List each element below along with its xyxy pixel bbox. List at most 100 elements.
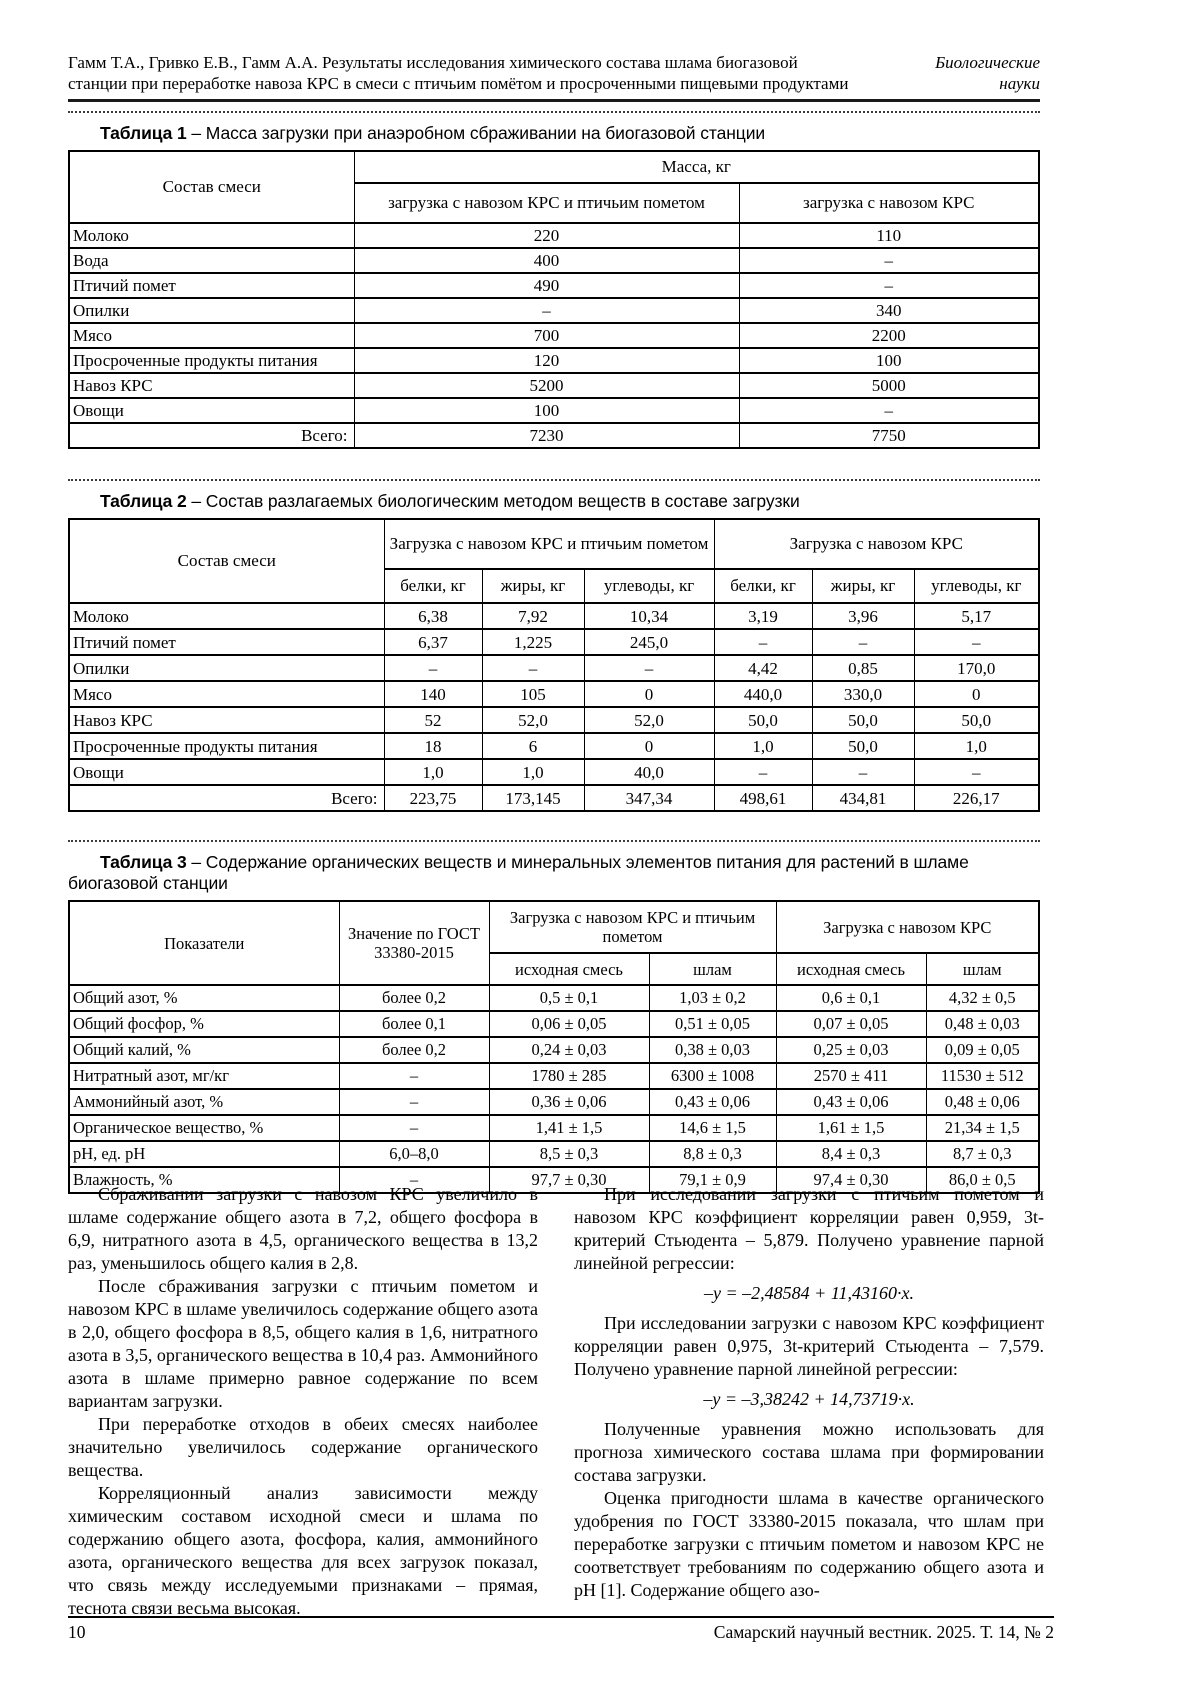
table2-subheader-4: белки, кг bbox=[713, 568, 813, 604]
table1-header: Состав смеси Масса, кг загрузка с навозо… bbox=[68, 150, 1040, 224]
table1-col-header: Состав смеси bbox=[68, 150, 355, 224]
table-cell: 340 bbox=[738, 297, 1040, 324]
table3: Показатели Значение по ГОСТ 33380-2015 З… bbox=[68, 900, 1041, 1194]
table-cell: 0,43 ± 0,06 bbox=[648, 1088, 777, 1116]
table-cell: более 0,2 bbox=[338, 984, 490, 1012]
table-cell: 50,0 bbox=[713, 706, 813, 734]
table-cell: более 0,2 bbox=[338, 1036, 490, 1064]
table-cell: 1,41 ± 1,5 bbox=[488, 1114, 650, 1142]
table3-caption-text: – Содержание органических веществ и мине… bbox=[186, 852, 969, 872]
table-cell: 0,36 ± 0,06 bbox=[488, 1088, 650, 1116]
table-row: Навоз КРС 52 52,0 52,0 50,0 50,0 50,0 bbox=[68, 706, 1040, 734]
table-cell: Общий азот, % bbox=[68, 984, 340, 1012]
table-row: Опилки –340 bbox=[68, 297, 1040, 324]
table-row: Органическое вещество, % –1,41 ± 1,5 14,6 … bbox=[68, 1114, 1040, 1142]
table-cell: 2570 ± 411 bbox=[775, 1062, 927, 1090]
table-cell: Общий калий, % bbox=[68, 1036, 340, 1064]
table-row: Показатели Значение по ГОСТ 33380-2015 З… bbox=[68, 900, 1040, 986]
table-cell: Просроченные продукты питания bbox=[68, 732, 385, 760]
table2-header: Состав смеси Загрузка с навозом КРС и пт… bbox=[68, 518, 1040, 604]
table-row: Аммонийный азот, % –0,36 ± 0,06 0,43 ± 0,0… bbox=[68, 1088, 1040, 1116]
table3-body: Общий азот, % более 0,2 0,5 ± 0,1 1,03 ± 0,… bbox=[68, 984, 1040, 1194]
table3-caption: Таблица 3 – Содержание органических веще… bbox=[68, 852, 1040, 894]
table-cell: 0,38 ± 0,03 bbox=[648, 1036, 777, 1064]
table2: Состав смеси Загрузка с навозом КРС и пт… bbox=[68, 518, 1041, 812]
table-cell: 52,0 bbox=[481, 706, 585, 734]
table2-caption-text: – Состав разлагаемых биологическим метод… bbox=[186, 491, 800, 511]
table-cell: – bbox=[738, 397, 1040, 424]
table-row: Овощи 100– bbox=[68, 397, 1040, 424]
table-cell: 7,92 bbox=[481, 602, 585, 630]
table-cell: 50,0 bbox=[811, 732, 915, 760]
table1-caption: Таблица 1 – Масса загрузки при анаэробно… bbox=[68, 123, 1040, 144]
table-row: Опилки – – –4,42 0,85 170,0 bbox=[68, 654, 1040, 682]
table-cell: Опилки bbox=[68, 297, 355, 324]
paragraph: Корреляционный анализ зависимости между … bbox=[68, 1483, 538, 1618]
table-row: Общий калий, % более 0,2 0,24 ± 0,03 0,38 ±… bbox=[68, 1036, 1040, 1064]
table-cell: Птичий помет bbox=[68, 628, 385, 656]
table-cell: Влажность, % bbox=[68, 1166, 340, 1194]
running-header: Гамм Т.А., Гривко Е.В., Гамм А.А. Резуль… bbox=[68, 52, 1040, 102]
table-cell: – bbox=[738, 247, 1040, 274]
table2-subheader-2: жиры, кг bbox=[481, 568, 585, 604]
table-cell: 173,145 bbox=[481, 784, 585, 812]
table-cell: 6,37 bbox=[383, 628, 483, 656]
running-header-section: Биологические науки bbox=[935, 52, 1040, 94]
table-cell: 4,42 bbox=[713, 654, 813, 682]
table-cell: 8,7 ± 0,3 bbox=[925, 1140, 1040, 1168]
table-row: Влажность, % –97,7 ± 0,30 79,1 ± 0,9 97,4 ±… bbox=[68, 1166, 1040, 1194]
table-cell: Молоко bbox=[68, 602, 385, 630]
table-cell: 0,85 bbox=[811, 654, 915, 682]
table-cell: 8,5 ± 0,3 bbox=[488, 1140, 650, 1168]
table-cell: Овощи bbox=[68, 758, 385, 786]
table-cell: – bbox=[913, 628, 1040, 656]
table-cell: 434,81 bbox=[811, 784, 915, 812]
table-row: Птичий помет 490– bbox=[68, 272, 1040, 299]
table-cell: 0 bbox=[583, 680, 715, 708]
page-footer: 10 Самарский научный вестник. 2025. Т. 1… bbox=[68, 1616, 1054, 1643]
table-cell: 5000 bbox=[738, 372, 1040, 399]
table-cell: 86,0 ± 0,5 bbox=[925, 1166, 1040, 1194]
regression-equation-1: –y = –2,48584 + 11,43160·x. bbox=[704, 1283, 914, 1303]
table-cell: – bbox=[383, 654, 483, 682]
table2-subheader-3: углеводы, кг bbox=[583, 568, 715, 604]
table3-subheader-2: шлам bbox=[648, 952, 777, 986]
table-row: Нитратный азот, мг/кг –1780 ± 285 6300 ± 1… bbox=[68, 1062, 1040, 1090]
table-cell: – bbox=[338, 1166, 490, 1194]
table-cell: Овощи bbox=[68, 397, 355, 424]
table-cell: – bbox=[811, 628, 915, 656]
paragraph: После сбраживания загрузки с птичьим пом… bbox=[68, 1276, 538, 1411]
table-row: Молоко 6,38 7,92 10,34 3,19 3,96 5,17 bbox=[68, 602, 1040, 630]
paragraph: Сбраживании загрузки с навозом КРС увели… bbox=[68, 1184, 538, 1273]
table-cell: 170,0 bbox=[913, 654, 1040, 682]
table-cell: 50,0 bbox=[913, 706, 1040, 734]
table-cell: 14,6 ± 1,5 bbox=[648, 1114, 777, 1142]
article-body: Сбраживании загрузки с навозом КРС увели… bbox=[68, 1183, 1044, 1620]
table-cell: – bbox=[338, 1114, 490, 1142]
table3-subheader-4: шлам bbox=[925, 952, 1040, 986]
table-cell: 6,0–8,0 bbox=[338, 1140, 490, 1168]
table-cell: 0,24 ± 0,03 bbox=[488, 1036, 650, 1064]
table-cell: 700 bbox=[353, 322, 740, 349]
table-cell: – bbox=[338, 1062, 490, 1090]
paragraph: При исследовании загрузки с птичьим поме… bbox=[574, 1184, 1044, 1273]
table-cell: 400 bbox=[353, 247, 740, 274]
table-cell: Мясо bbox=[68, 680, 385, 708]
table-cell: Нитратный азот, мг/кг bbox=[68, 1062, 340, 1090]
table-cell: 40,0 bbox=[583, 758, 715, 786]
page-number: 10 bbox=[68, 1622, 86, 1642]
table-row: Просроченные продукты питания 120 100 bbox=[68, 347, 1040, 374]
table-cell: – bbox=[583, 654, 715, 682]
table-cell: – bbox=[738, 272, 1040, 299]
paragraph: При переработке отходов в обеих смесях н… bbox=[68, 1414, 538, 1480]
table1: Состав смеси Масса, кг загрузка с навозо… bbox=[68, 150, 1040, 449]
table-cell: 52 bbox=[383, 706, 483, 734]
paragraph: Полученные уравнения можно использовать … bbox=[574, 1419, 1044, 1485]
table-cell: Всего: bbox=[68, 784, 385, 812]
table2-subheader-1: белки, кг bbox=[383, 568, 483, 604]
paragraph: Оценка пригодности шлама в качестве орга… bbox=[574, 1488, 1044, 1600]
table-cell: 498,61 bbox=[713, 784, 813, 812]
table3-group-header-2: Загрузка с навозом КРС bbox=[775, 900, 1040, 954]
table-cell: Навоз КРС bbox=[68, 372, 355, 399]
